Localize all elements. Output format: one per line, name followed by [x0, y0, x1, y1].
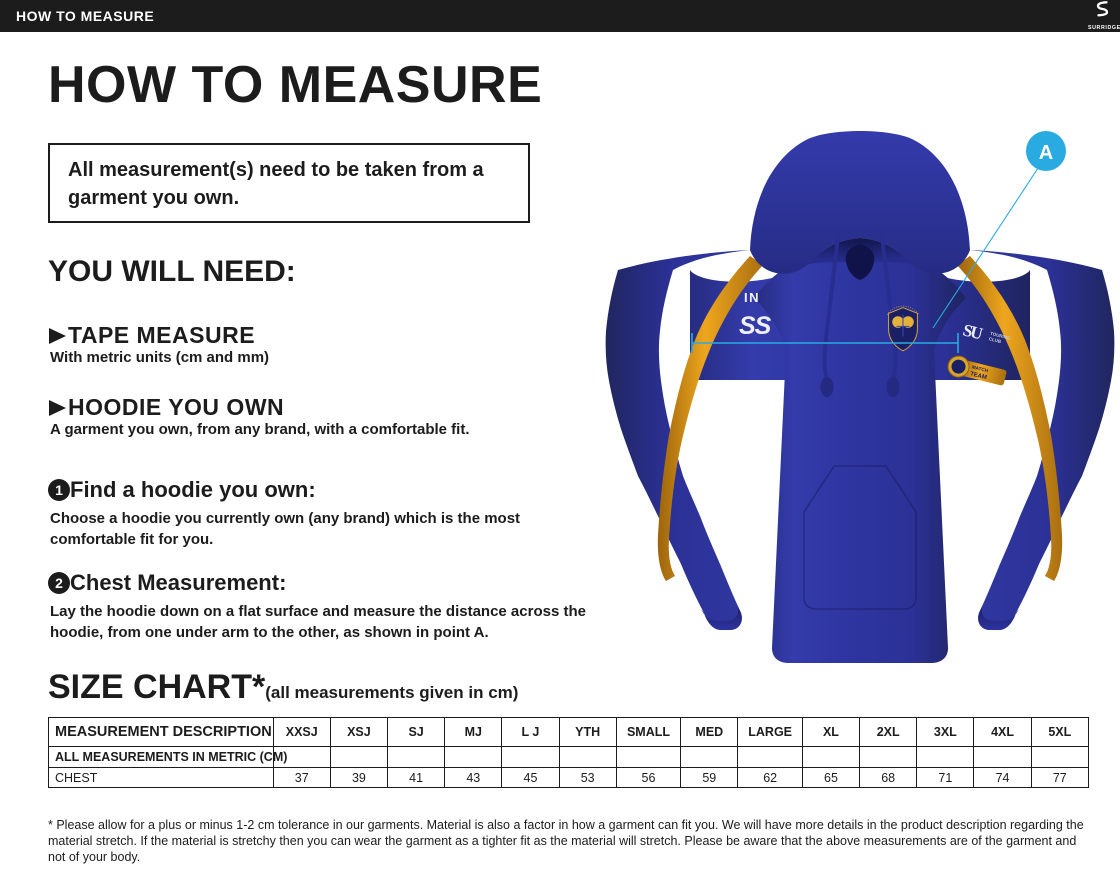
svg-text:2: 2 — [55, 575, 63, 591]
svg-text:1: 1 — [55, 482, 63, 498]
svg-text:A: A — [1039, 142, 1053, 164]
svg-text:IN: IN — [744, 290, 760, 305]
svg-text:SS: SS — [739, 312, 772, 340]
